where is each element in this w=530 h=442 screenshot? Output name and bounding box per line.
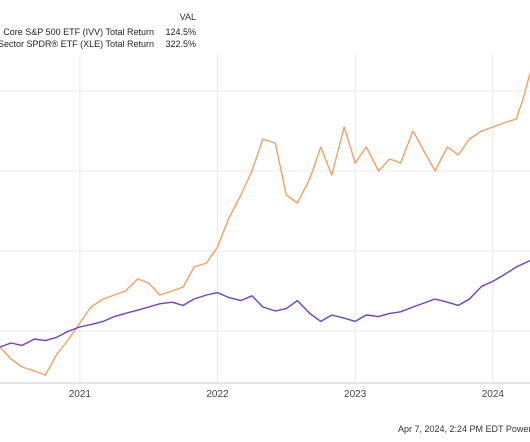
footer-timestamp: Apr 7, 2024, 2:24 PM EDT Powered by	[398, 424, 530, 434]
legend-entry-ivv: Core S&P 500 ETF (IVV) Total Return 124.…	[0, 27, 200, 40]
legend-series-value: 124.5%	[165, 27, 196, 37]
legend-entry-xle: elect Sector SPDR® ETF (XLE) Total Retur…	[0, 39, 200, 52]
x-tick-label: 2024	[482, 389, 505, 400]
series-line-ivv	[0, 259, 530, 348]
x-axis-ticks: 2021 2022 2023 2024	[69, 389, 505, 400]
x-tick-label: 2022	[206, 389, 229, 400]
series-lines	[0, 73, 530, 376]
legend-series-name: elect Sector SPDR® ETF (XLE) Total Retur…	[0, 39, 154, 49]
x-tick-label: 2023	[344, 389, 367, 400]
legend-series-name: Core S&P 500 ETF (IVV) Total Return	[3, 27, 154, 37]
series-line-xle	[0, 73, 530, 376]
legend-value-header: VAL	[179, 12, 196, 22]
legend: VAL Core S&P 500 ETF (IVV) Total Return …	[0, 8, 200, 52]
x-tick-label: 2021	[69, 389, 92, 400]
grid-lines	[0, 55, 530, 384]
legend-series-value: 322.5%	[165, 39, 196, 49]
